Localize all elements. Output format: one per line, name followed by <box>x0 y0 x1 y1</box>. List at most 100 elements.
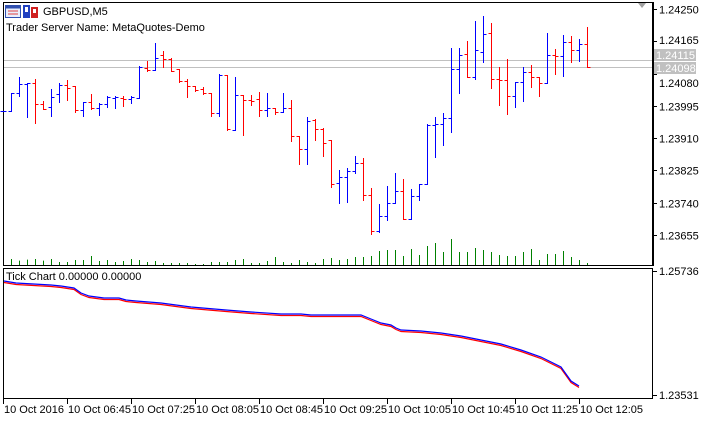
price-bar <box>536 77 543 97</box>
price-axis: 1.24250 1.24165 1.24080 1.23995 1.23910 1.238… <box>653 2 699 266</box>
price-bar <box>184 79 191 98</box>
server-name-label: Trader Server Name: MetaQuotes-Demo <box>6 22 205 34</box>
price-bar <box>40 101 47 110</box>
price-bar <box>8 93 15 112</box>
volume-bars <box>11 239 588 265</box>
price-bar <box>544 33 551 84</box>
price-bar <box>168 58 175 72</box>
price-bar <box>400 179 407 220</box>
price-bar <box>576 39 583 62</box>
price-bar <box>376 204 383 233</box>
price-bar <box>384 186 391 221</box>
bar-chart-icon <box>23 5 38 18</box>
time-axis-label: 10 Oct 2016 <box>4 404 64 416</box>
price-bar <box>320 128 327 157</box>
price-bar <box>280 93 287 113</box>
price-axis-label: 1.23740 <box>659 199 699 211</box>
ask-price-label: 1.24115 <box>654 49 696 62</box>
price-bar <box>520 67 527 102</box>
price-bar <box>264 93 271 117</box>
price-axis-label: 1.23910 <box>659 134 699 146</box>
price-bar <box>200 87 207 95</box>
price-bar <box>272 108 279 115</box>
price-axis-label: 1.24165 <box>659 35 699 47</box>
bid-price-label: 1.24098 <box>654 62 696 75</box>
time-axis-label: 10 Oct 09:25 <box>324 404 387 416</box>
price-bar <box>152 43 159 71</box>
price-bar <box>456 48 463 94</box>
bid-price-text: 1.24098 <box>656 63 696 75</box>
time-axis-label: 10 Oct 11:25 <box>516 404 578 416</box>
price-bar <box>584 27 591 68</box>
price-bar <box>232 77 239 131</box>
price-bar <box>80 102 87 117</box>
price-axis-label: 1.24250 <box>659 5 699 17</box>
price-bar <box>128 96 135 104</box>
price-bar <box>304 117 311 165</box>
price-bar <box>392 173 399 204</box>
price-bar <box>224 75 231 131</box>
price-bar <box>352 156 359 174</box>
price-bar <box>288 100 295 142</box>
time-axis-label: 10 Oct 08:45 <box>260 404 323 416</box>
price-bar <box>560 35 567 77</box>
price-bar <box>32 79 39 124</box>
price-bars <box>0 16 591 235</box>
price-bar <box>192 86 199 92</box>
price-bar <box>48 89 55 117</box>
price-bar <box>208 93 215 117</box>
symbol-title: GBPUSD,M5 <box>43 6 108 18</box>
price-axis-label: 1.23995 <box>659 102 699 114</box>
time-axis-label: 10 Oct 12:05 <box>580 404 643 416</box>
price-bar <box>296 136 303 165</box>
price-axis-label: 1.24080 <box>659 78 699 90</box>
chart-window-icon <box>5 5 21 18</box>
price-bar <box>136 66 143 99</box>
time-axis-label: 10 Oct 10:45 <box>452 404 515 416</box>
price-bar <box>88 94 95 110</box>
price-bar <box>528 65 535 88</box>
indicator-title: Tick Chart 0.00000 0.00000 <box>6 271 141 283</box>
price-bar <box>344 168 351 203</box>
indicator-axis-bottom: 1.23531 <box>659 390 699 402</box>
time-axis: 10 Oct 2016 10 Oct 06:45 10 Oct 07:25 10 Oc… <box>3 399 643 416</box>
price-axis-label: 1.23825 <box>659 166 699 178</box>
price-bar <box>16 77 23 97</box>
price-bar <box>504 59 511 115</box>
price-bar <box>552 49 559 75</box>
price-bar <box>408 189 415 220</box>
indicator-panel[interactable] <box>3 268 653 399</box>
tick-chart-lines <box>3 280 580 389</box>
price-bar <box>120 96 127 107</box>
price-bar <box>568 36 575 63</box>
price-bar <box>0 111 7 112</box>
price-bar <box>56 83 63 103</box>
price-bar <box>416 184 423 201</box>
price-bar <box>336 170 343 204</box>
price-bar <box>328 140 335 188</box>
price-bar <box>64 80 71 101</box>
price-bar <box>160 51 167 68</box>
price-bar <box>472 21 479 80</box>
main-chart-panel[interactable] <box>3 2 653 266</box>
price-bar <box>440 113 447 146</box>
price-bar <box>432 117 439 158</box>
price-bar <box>72 86 79 113</box>
tick-line-bid <box>3 280 580 387</box>
chart-shift-triangle-icon[interactable] <box>638 3 646 8</box>
price-bar <box>448 48 455 133</box>
price-bar <box>112 96 119 109</box>
time-axis-label: 10 Oct 06:45 <box>68 404 131 416</box>
price-bar <box>240 95 247 136</box>
price-bar <box>464 41 471 78</box>
price-bar <box>512 82 519 108</box>
price-bar <box>480 16 487 63</box>
tick-line-ask <box>3 281 580 389</box>
price-bar <box>312 119 319 141</box>
price-bar <box>24 83 31 118</box>
price-bar <box>216 74 223 117</box>
ask-price-text: 1.24115 <box>656 50 695 62</box>
time-axis-label: 10 Oct 10:05 <box>388 404 451 416</box>
price-bar <box>488 23 495 89</box>
